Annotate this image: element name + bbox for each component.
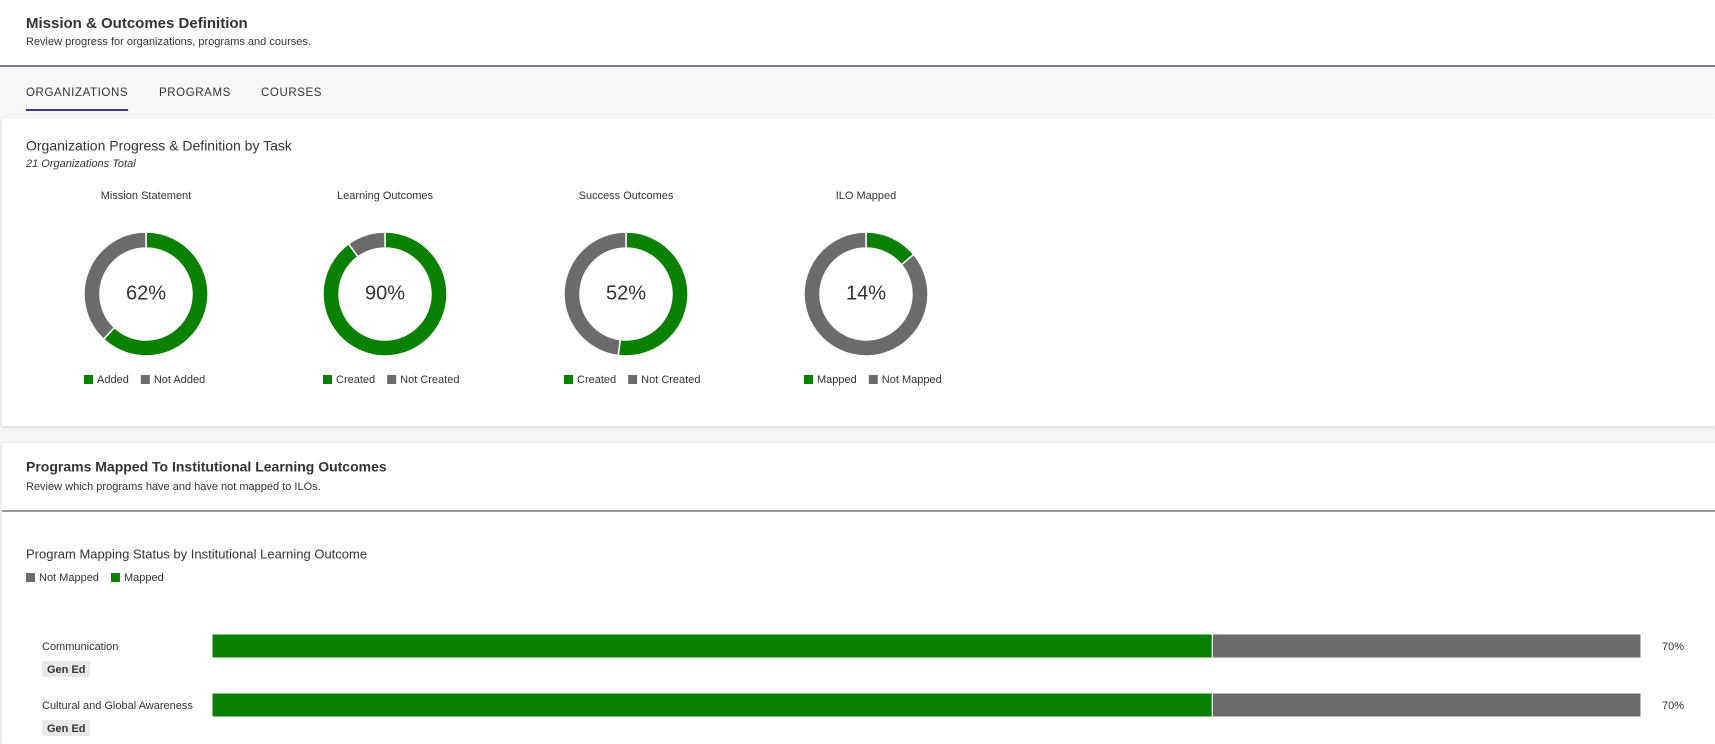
legend-swatch bbox=[868, 375, 878, 384]
chart-title: Success Outcomes bbox=[579, 190, 674, 202]
center-label: 52% bbox=[606, 282, 646, 304]
tab[interactable]: COURSES bbox=[261, 87, 322, 99]
tab[interactable]: ORGANIZATIONS bbox=[26, 87, 128, 99]
tab-indicator bbox=[26, 109, 129, 111]
header-bg bbox=[0, 0, 1715, 66]
section-subtitle: Review which programs have and have not … bbox=[26, 481, 321, 493]
legend-label: Not Mapped bbox=[39, 572, 99, 584]
donut-segment bbox=[803, 231, 929, 357]
page-title: Mission & Outcomes Definition bbox=[26, 15, 248, 32]
tab[interactable]: PROGRAMS bbox=[159, 87, 231, 99]
legend-swatch bbox=[564, 375, 573, 384]
tag-bg bbox=[42, 661, 90, 677]
page-subtitle: Review progress for organizations, progr… bbox=[26, 36, 311, 48]
legend-label: Mapped bbox=[817, 374, 857, 386]
category-label: Cultural and Global Awareness bbox=[42, 700, 193, 712]
donut-segment bbox=[347, 231, 386, 258]
donut-segment bbox=[322, 231, 448, 357]
legend-swatch bbox=[110, 573, 120, 582]
legend-swatch bbox=[804, 375, 813, 384]
legend-swatch bbox=[628, 375, 638, 384]
section-subtitle: 21 Organizations Total bbox=[25, 158, 136, 170]
donut-segment bbox=[102, 231, 209, 357]
legend-label: Not Created bbox=[400, 374, 459, 386]
section-title: Organization Progress & Definition by Ta… bbox=[26, 138, 293, 154]
tag: Gen Ed bbox=[47, 664, 86, 676]
value-label: 70% bbox=[1662, 641, 1684, 653]
bar-segment bbox=[211, 633, 1213, 659]
legend-label: Not Mapped bbox=[882, 374, 942, 386]
value-label: 70% bbox=[1662, 700, 1684, 712]
legend-swatch bbox=[323, 375, 332, 384]
tag-bg bbox=[42, 720, 90, 736]
chart-title: Mission Statement bbox=[101, 190, 191, 202]
section-title: Programs Mapped To Institutional Learnin… bbox=[26, 459, 387, 475]
charts: Mission Statement 62% Added Not Added Learni… bbox=[26, 190, 1684, 736]
bar-segment bbox=[1211, 692, 1642, 718]
legend-label: Not Added bbox=[154, 374, 205, 386]
legend-label: Created bbox=[336, 374, 375, 386]
tab-bar bbox=[0, 67, 1715, 118]
legend-swatch bbox=[140, 375, 150, 384]
legend-swatch bbox=[26, 573, 35, 582]
center-label: 62% bbox=[126, 282, 166, 304]
category-label: Communication bbox=[42, 641, 118, 653]
chart-title: Program Mapping Status by Institutional … bbox=[26, 546, 367, 561]
center-label: 14% bbox=[846, 282, 886, 304]
legend-label: Not Created bbox=[641, 374, 700, 386]
tabs: ORGANIZATIONS PROGRAMS COURSES bbox=[26, 87, 322, 111]
donut-segment bbox=[563, 231, 627, 357]
org-card bbox=[2, 118, 1715, 426]
legend-label: Mapped bbox=[124, 572, 164, 584]
legend-label: Added bbox=[97, 374, 129, 386]
bar-segment bbox=[211, 692, 1213, 718]
center-label: 90% bbox=[365, 282, 405, 304]
chart-title: ILO Mapped bbox=[836, 190, 897, 202]
legend-label: Created bbox=[577, 374, 616, 386]
chart-title: Learning Outcomes bbox=[337, 190, 433, 202]
legend-swatch bbox=[387, 375, 397, 384]
legend-swatch bbox=[84, 375, 93, 384]
tag: Gen Ed bbox=[47, 723, 86, 735]
bar-segment bbox=[1211, 633, 1642, 659]
donut-segment bbox=[83, 231, 147, 341]
